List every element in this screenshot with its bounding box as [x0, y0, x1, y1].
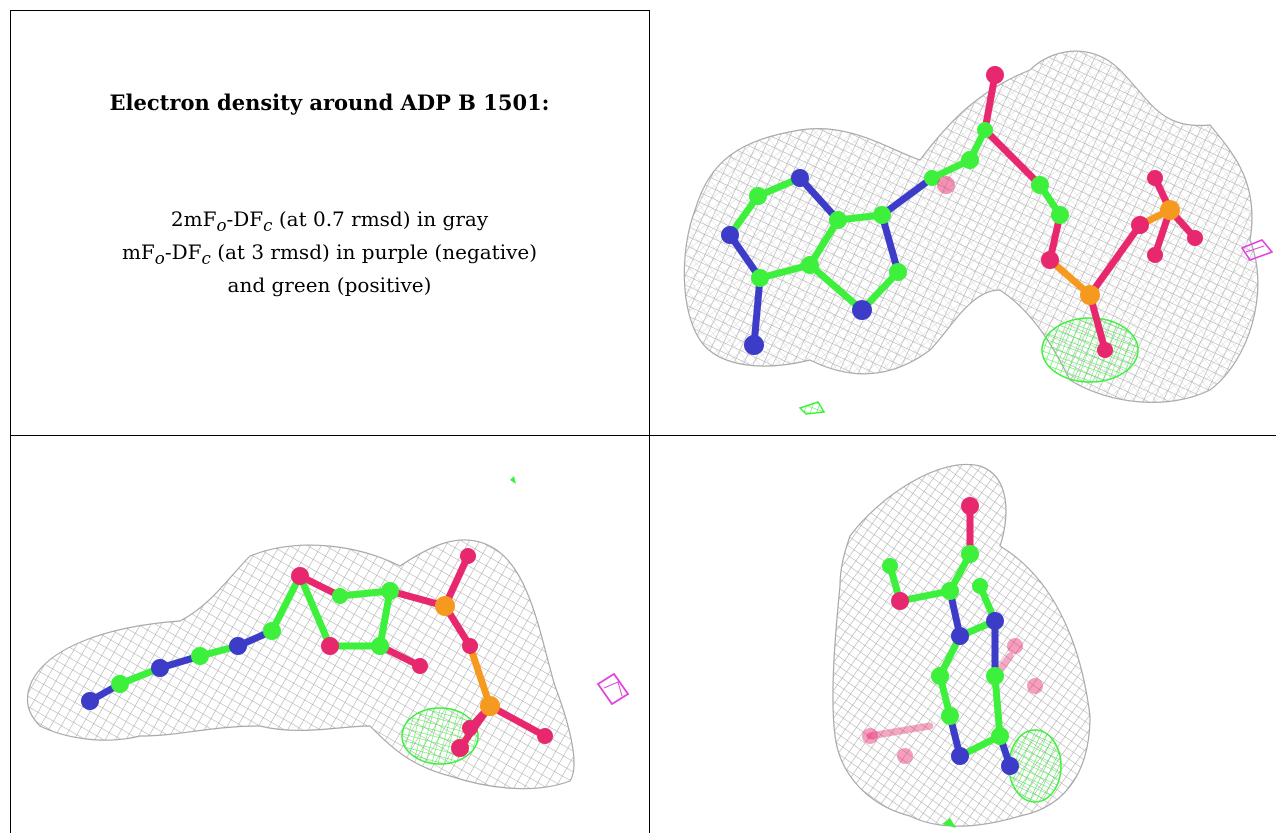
- legend-2-sub1: o: [154, 249, 165, 268]
- border-left: [10, 10, 11, 833]
- molecule-view-1: [683, 50, 1274, 415]
- legend-2-sub2: c: [201, 249, 211, 268]
- border-middle: [649, 10, 650, 833]
- border-row: [10, 435, 1276, 436]
- legend-1-sub2: c: [263, 216, 273, 235]
- caption-cell: Electron density around ADP B 1501: 2mFo…: [10, 10, 649, 435]
- legend-1-rest: (at 0.7 rmsd) in gray: [272, 207, 489, 231]
- legend-line-3: and green (positive): [227, 273, 432, 297]
- figure-table: Electron density around ADP B 1501: 2mFo…: [10, 10, 1276, 833]
- molecule-view-2: [26, 476, 630, 790]
- atoms-3: [862, 497, 1043, 775]
- legend-1-mid: -DF: [226, 207, 264, 231]
- legend-line-2: mFo-DFc (at 3 rmsd) in purple (negative): [10, 239, 649, 272]
- density-mesh-gray: [683, 50, 1259, 403]
- atoms: [721, 66, 1203, 358]
- figure-legend: 2mFo-DFc (at 0.7 rmsd) in gray mFo-DFc (…: [10, 206, 649, 299]
- view-bottom-right: [650, 436, 1276, 833]
- legend-2-rest: (at 3 rmsd) in purple (negative): [210, 240, 538, 264]
- negative-density-blob: [1240, 239, 1274, 261]
- positive-density-blob-3: [942, 729, 1062, 828]
- legend-line-1: 2mFo-DFc (at 0.7 rmsd) in gray: [10, 206, 649, 239]
- legend-2-main: mF: [121, 240, 155, 264]
- negative-density-blob-2: [596, 672, 630, 706]
- legend-1-main: 2mF: [170, 207, 217, 231]
- legend-1-sub1: o: [216, 216, 227, 235]
- molecule-view-3: [832, 463, 1091, 828]
- figure-title: Electron density around ADP B 1501:: [109, 90, 550, 115]
- legend-2-mid: -DF: [164, 240, 202, 264]
- positive-density-blob: [798, 317, 1139, 415]
- atoms-2: [81, 548, 553, 757]
- view-bottom-left: [10, 436, 649, 833]
- view-top-right: [650, 10, 1276, 435]
- border-top: [10, 10, 650, 11]
